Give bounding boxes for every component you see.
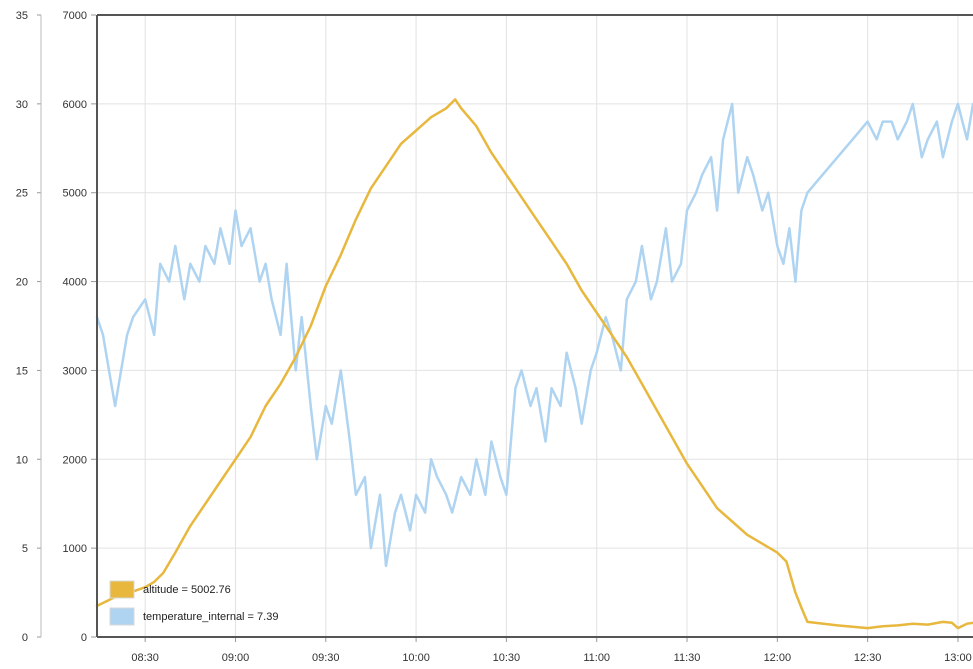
y-right-tick-label: 7000 xyxy=(63,10,87,22)
legend-label-temperature-internal: temperature_internal = 7.39 xyxy=(143,611,278,623)
series-line-altitude xyxy=(95,98,973,630)
y-right-tick-label: 0 xyxy=(81,632,87,644)
y-left-tick-label: 25 xyxy=(16,188,28,200)
y-left-tick-label: 5 xyxy=(22,543,28,555)
y-right-tick-label: 6000 xyxy=(63,99,87,111)
x-tick-label: 10:00 xyxy=(402,652,430,664)
x-tick-label: 12:00 xyxy=(764,652,792,664)
series-line-temperature-internal xyxy=(95,102,973,568)
y-left-tick-label: 15 xyxy=(16,365,28,377)
y-left-tick-label: 35 xyxy=(16,10,28,22)
y-right-tick-label: 2000 xyxy=(63,454,87,466)
x-tick-label: 11:00 xyxy=(583,652,610,664)
grid xyxy=(97,14,973,637)
x-tick-label: 12:30 xyxy=(854,652,882,664)
legend: altitude = 5002.76 temperature_internal =… xyxy=(109,580,278,626)
y-left-tick-label: 20 xyxy=(16,277,28,289)
y-right-tick-label: 5000 xyxy=(63,188,87,200)
y-right-tick-label: 3000 xyxy=(63,365,87,377)
legend-swatch-temperature-internal xyxy=(109,607,135,626)
x-tick-label: 13:00 xyxy=(944,652,972,664)
x-tick-label: 09:00 xyxy=(222,652,250,664)
series-lines xyxy=(95,98,973,630)
x-tick-label: 11:30 xyxy=(674,652,701,664)
x-tick-label: 10:30 xyxy=(493,652,521,664)
y-left-tick-label: 0 xyxy=(22,632,28,644)
x-tick-label: 08:30 xyxy=(131,652,159,664)
y-left-tick-label: 10 xyxy=(16,454,28,466)
legend-swatch-altitude xyxy=(109,580,135,599)
y-right-tick-label: 4000 xyxy=(63,277,87,289)
y-left-tick-label: 30 xyxy=(16,99,28,111)
y-right-tick-label: 1000 xyxy=(63,543,87,555)
axes: 0 0 5 1000 10 2000 15 3000 20 4000 25 5000 30 6000 35 7… xyxy=(16,10,973,664)
x-tick-label: 09:30 xyxy=(312,652,340,664)
legend-label-altitude: altitude = 5002.76 xyxy=(143,584,231,596)
